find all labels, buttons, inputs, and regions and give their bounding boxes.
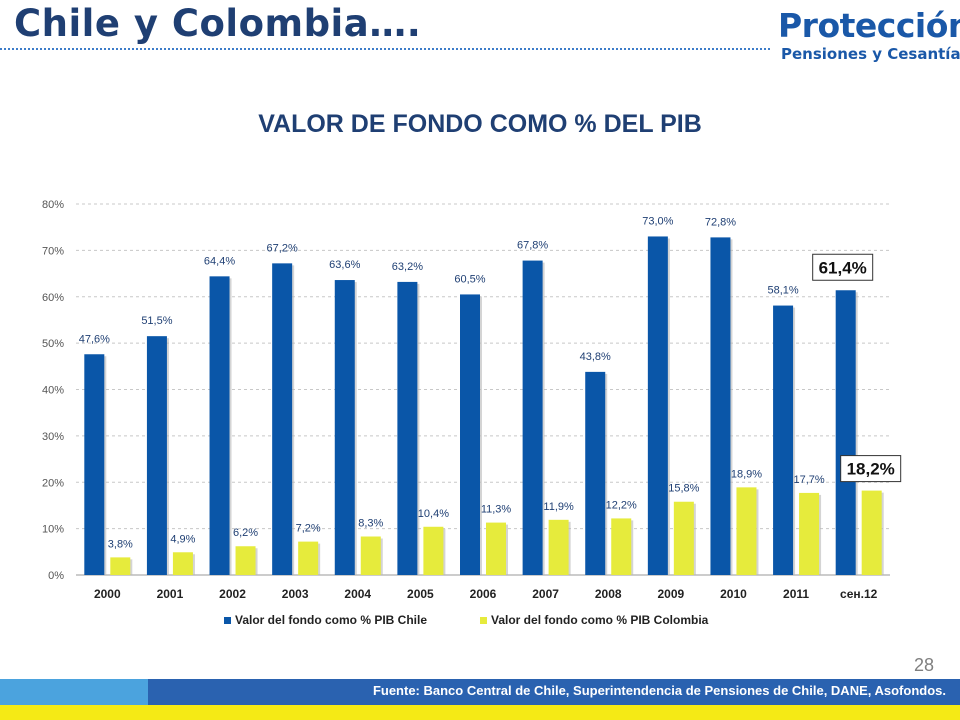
bar-chile bbox=[397, 281, 418, 575]
bar-colombia bbox=[486, 522, 506, 575]
legend-swatch-colombia bbox=[480, 617, 487, 624]
bar-colombia bbox=[799, 492, 820, 575]
data-label-colombia: 6,2% bbox=[233, 527, 258, 539]
y-tick-label: 0% bbox=[48, 570, 64, 582]
data-label-colombia: 12,2% bbox=[606, 499, 637, 511]
logo-tagline: Pensiones y Cesantías bbox=[781, 45, 960, 63]
highlight-box bbox=[840, 455, 902, 483]
data-label-colombia: 4,9% bbox=[170, 533, 195, 545]
x-tick-label: 2009 bbox=[657, 587, 684, 601]
bar-colombia bbox=[172, 552, 193, 575]
data-label-colombia: 11,9% bbox=[543, 501, 574, 513]
data-label-colombia: 15,8% bbox=[668, 483, 699, 495]
data-label-colombia: 17,7% bbox=[793, 474, 824, 486]
title-divider bbox=[0, 48, 770, 50]
data-label-chile: 67,2% bbox=[267, 242, 298, 254]
y-tick-label: 40% bbox=[42, 385, 64, 397]
bar-chile bbox=[522, 260, 543, 575]
bar-chile bbox=[835, 290, 856, 575]
x-tick-label: 2007 bbox=[532, 587, 559, 601]
y-tick-label: 60% bbox=[42, 292, 64, 304]
data-label-chile: 73,0% bbox=[642, 215, 673, 227]
bar-colombia bbox=[235, 546, 256, 575]
x-tick-label: сен.12 bbox=[840, 587, 878, 601]
data-label-chile: 43,8% bbox=[580, 351, 611, 363]
y-tick-label: 70% bbox=[42, 245, 64, 257]
y-tick-label: 80% bbox=[42, 199, 64, 211]
data-label-chile: 47,6% bbox=[79, 333, 110, 345]
page-number: 28 bbox=[913, 655, 934, 675]
legend-label-colombia: Valor del fondo como % PIB Colombia bbox=[491, 613, 709, 627]
bar-colombia bbox=[360, 536, 381, 575]
x-tick-label: 2001 bbox=[157, 587, 184, 601]
legend-label-chile: Valor del fondo como % PIB Chile bbox=[235, 613, 427, 627]
y-tick-label: 10% bbox=[42, 524, 64, 536]
data-label-chile: 67,8% bbox=[517, 240, 548, 252]
y-tick-label: 20% bbox=[42, 477, 64, 489]
bar-colombia bbox=[298, 541, 319, 575]
bar-chile bbox=[272, 263, 293, 575]
logo-name: Protección bbox=[778, 6, 960, 45]
x-tick-label: 2004 bbox=[344, 587, 371, 601]
data-label-colombia: 8,3% bbox=[358, 518, 383, 530]
data-label-colombia: 10,4% bbox=[418, 508, 449, 520]
bar-colombia bbox=[110, 557, 131, 575]
data-label-colombia: 7,2% bbox=[296, 523, 321, 535]
bar-chile bbox=[209, 276, 230, 575]
x-tick-label: 2010 bbox=[720, 587, 747, 601]
bar-chile bbox=[334, 280, 355, 575]
bar-chile bbox=[84, 354, 105, 575]
data-label-chile: 64,4% bbox=[204, 255, 235, 267]
y-tick-label: 30% bbox=[42, 431, 64, 443]
bar-chile bbox=[710, 237, 731, 575]
data-label-chile: 72,8% bbox=[705, 216, 736, 228]
data-label-chile: 51,5% bbox=[141, 315, 172, 327]
x-tick-label: 2006 bbox=[470, 587, 497, 601]
highlight-box bbox=[812, 253, 874, 281]
x-tick-label: 2008 bbox=[595, 587, 622, 601]
x-tick-label: 2011 bbox=[783, 587, 809, 601]
y-tick-label: 50% bbox=[42, 338, 64, 350]
proteccion-logo: Protección Pensiones y Cesantías bbox=[778, 6, 960, 64]
bar-colombia bbox=[861, 490, 882, 575]
footer-accent bbox=[0, 679, 148, 705]
bar-chile bbox=[585, 371, 606, 575]
bar-colombia bbox=[736, 487, 757, 575]
footer-stripe bbox=[0, 705, 960, 720]
legend-swatch-chile bbox=[224, 617, 231, 624]
bar-chile bbox=[773, 305, 794, 575]
x-tick-label: 2000 bbox=[94, 587, 121, 601]
source-note: Fuente: Banco Central de Chile, Superint… bbox=[372, 683, 946, 698]
data-label-colombia: 11,3% bbox=[481, 504, 512, 516]
bar-colombia bbox=[673, 501, 694, 575]
data-label-chile: 60,5% bbox=[454, 273, 485, 285]
x-tick-label: 2005 bbox=[407, 587, 434, 601]
data-label-colombia: 18,9% bbox=[731, 468, 762, 480]
chart-title: VALOR DE FONDO COMO % DEL PIB bbox=[258, 110, 702, 138]
slide-title: Chile y Colombia…. bbox=[14, 2, 422, 45]
bar-chile bbox=[460, 294, 480, 575]
bar-colombia bbox=[548, 519, 569, 575]
footer-bar: Fuente: Banco Central de Chile, Superint… bbox=[0, 679, 960, 705]
bar-colombia bbox=[423, 526, 444, 575]
data-label-chile: 63,2% bbox=[392, 261, 423, 273]
bar-colombia bbox=[611, 518, 632, 575]
x-tick-label: 2003 bbox=[282, 587, 309, 601]
data-label-chile: 61,4% bbox=[819, 258, 867, 277]
bar-chile bbox=[146, 336, 167, 575]
data-label-chile: 58,1% bbox=[767, 285, 798, 297]
x-tick-label: 2002 bbox=[219, 587, 246, 601]
data-label-colombia: 3,8% bbox=[108, 538, 133, 550]
data-label-colombia: 18,2% bbox=[847, 460, 895, 479]
bar-chile bbox=[647, 236, 668, 575]
data-label-chile: 63,6% bbox=[329, 259, 360, 271]
